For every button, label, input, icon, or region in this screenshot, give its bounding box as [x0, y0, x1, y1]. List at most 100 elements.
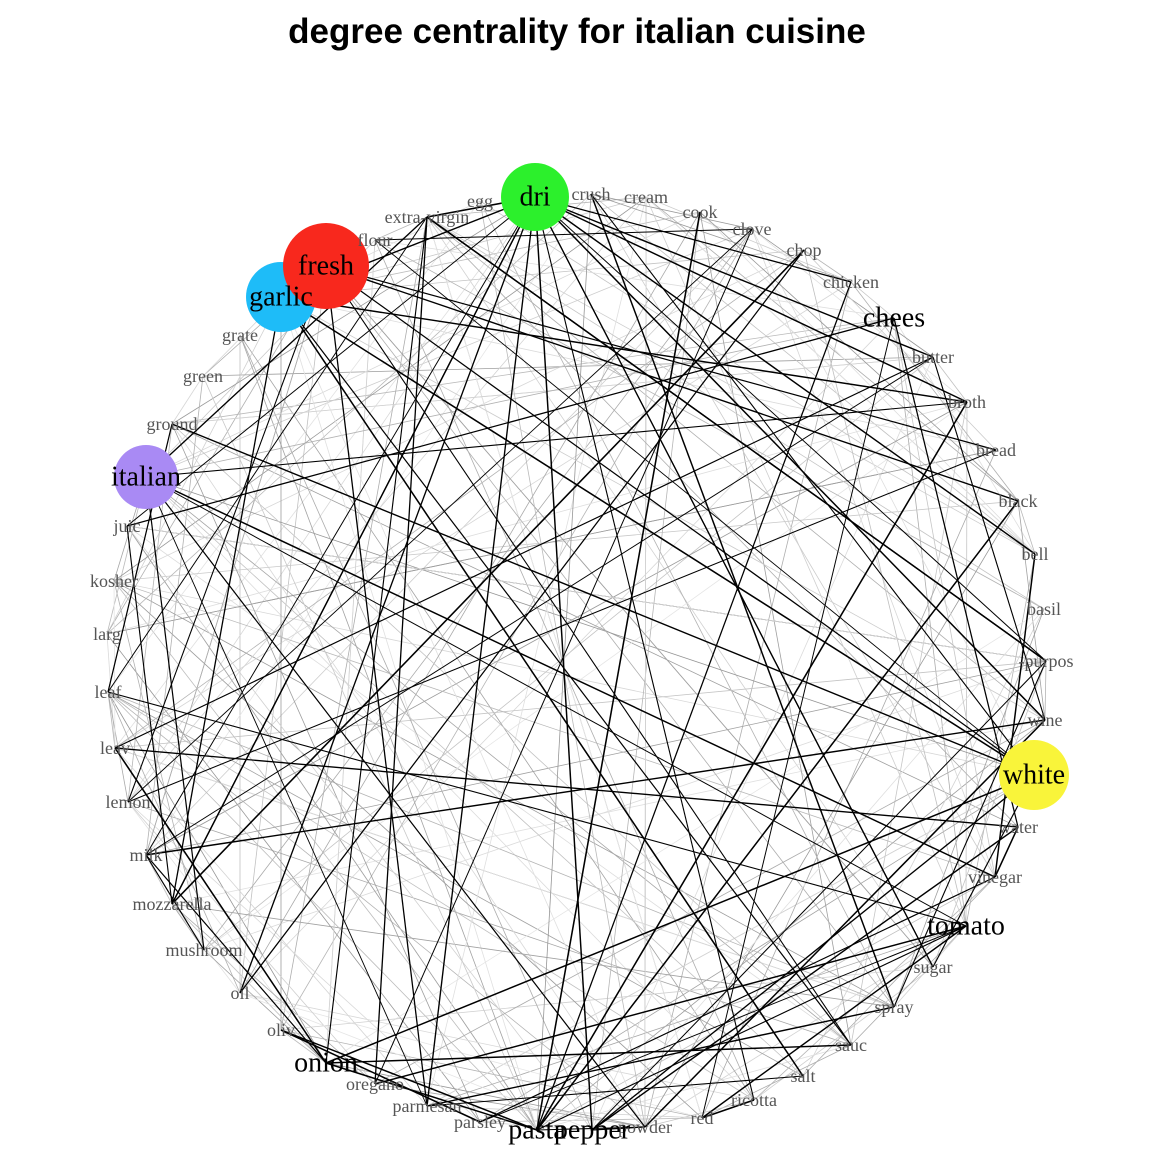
edge-dark — [536, 925, 967, 1131]
edge-light — [145, 660, 1047, 856]
edge-dark — [127, 265, 327, 803]
edge-light — [644, 500, 1019, 1128]
edge-light — [145, 476, 852, 1046]
edge-dark — [701, 317, 895, 1119]
edge-dark — [426, 196, 536, 1107]
edge-dark — [701, 1099, 755, 1119]
edge-light — [106, 633, 116, 749]
edge-light — [932, 356, 968, 403]
node-label-crush: crush — [572, 184, 611, 204]
edge-light — [590, 193, 852, 283]
edge-dark — [994, 553, 1036, 878]
edge-light — [374, 239, 1045, 610]
edge-dark — [536, 211, 701, 1131]
node-label-cream: cream — [624, 187, 668, 207]
edge-dark — [145, 854, 327, 1064]
node-circle-white — [999, 740, 1069, 810]
edge-dark — [126, 196, 536, 527]
edge-dark — [426, 1075, 804, 1107]
node-label-larg: larg — [93, 624, 121, 644]
edge-light — [126, 525, 593, 1131]
nodes-group — [114, 163, 1069, 810]
edge-light — [965, 553, 1036, 927]
edge-light — [426, 216, 703, 1119]
edge-light — [590, 193, 996, 878]
node-label-egg: egg — [467, 191, 493, 211]
edge-dark — [426, 216, 1047, 662]
edge-light — [114, 747, 895, 1008]
edge-light — [171, 903, 895, 1008]
edge-light — [645, 196, 967, 927]
edge-light — [479, 200, 1036, 555]
node-circle-fresh — [283, 223, 369, 309]
edge-light — [426, 196, 647, 1107]
edge-dark — [280, 296, 1035, 776]
edge-dark — [127, 449, 997, 803]
edge-light — [426, 774, 1035, 1107]
node-label-chicken: chicken — [823, 272, 879, 292]
edge-dark — [426, 1006, 895, 1107]
edge-light — [893, 317, 1036, 555]
edge-light — [280, 296, 538, 1131]
edge-light — [280, 966, 934, 1031]
edge-light — [203, 949, 327, 1064]
edge-light — [1017, 500, 1046, 721]
edge-light — [280, 249, 805, 298]
node-label-water: water — [998, 817, 1038, 837]
edge-dark — [280, 1029, 538, 1131]
node-label-salt: salt — [791, 1066, 816, 1086]
edge-dark — [127, 228, 753, 803]
edge-light — [113, 580, 996, 878]
edge-light — [239, 265, 327, 994]
edge-light — [145, 375, 204, 856]
edge-light — [202, 375, 538, 1131]
edge-light — [280, 216, 428, 1031]
edge-light — [644, 925, 967, 1128]
edge-dark — [145, 854, 205, 951]
edge-dark — [325, 216, 428, 1064]
edge-dark — [701, 925, 967, 1119]
edge-dark — [644, 719, 1046, 1128]
edge-light — [590, 193, 753, 230]
node-label-spray: spray — [875, 997, 914, 1017]
node-label-onion: onion — [294, 1048, 358, 1079]
edge-light — [645, 196, 852, 283]
edge-dark — [479, 876, 996, 1123]
edge-dark — [280, 296, 968, 403]
node-label-green: green — [183, 366, 223, 386]
node-label-sugar: sugar — [914, 957, 953, 977]
node-label-butter: butter — [912, 347, 954, 367]
edge-dark — [534, 196, 968, 403]
edge-dark — [536, 500, 1019, 1131]
edge-dark — [239, 249, 805, 994]
edge-light — [171, 317, 895, 425]
edge-dark — [536, 281, 852, 1131]
edge-dark — [114, 747, 327, 1064]
edge-dark — [107, 691, 967, 927]
edge-dark — [114, 747, 1019, 828]
edge-light — [426, 216, 1036, 555]
edge-light — [145, 476, 1035, 776]
edge-light — [965, 401, 968, 927]
edge-light — [203, 356, 934, 951]
node-label-dri: dri — [519, 182, 550, 213]
node-label-ricotta: ricotta — [731, 1090, 777, 1110]
edge-dark — [893, 317, 1019, 828]
edge-light — [145, 228, 753, 478]
edge-light — [280, 296, 646, 1128]
edge-dark — [534, 196, 1046, 721]
edge-light — [126, 525, 538, 1131]
edge-light — [145, 476, 755, 1101]
node-label-broth: broth — [948, 392, 986, 412]
edge-dark — [590, 193, 895, 1008]
edge-light — [239, 317, 895, 994]
edge-light — [1044, 660, 1047, 721]
node-label-sauc: sauc — [835, 1035, 867, 1055]
node-label-flour: flour — [358, 230, 393, 250]
edge-light — [699, 211, 852, 1046]
node-label-cook: cook — [683, 202, 718, 222]
node-circle-italian — [114, 445, 178, 509]
node-label-juic: juic — [113, 516, 141, 536]
edge-light — [803, 249, 997, 451]
